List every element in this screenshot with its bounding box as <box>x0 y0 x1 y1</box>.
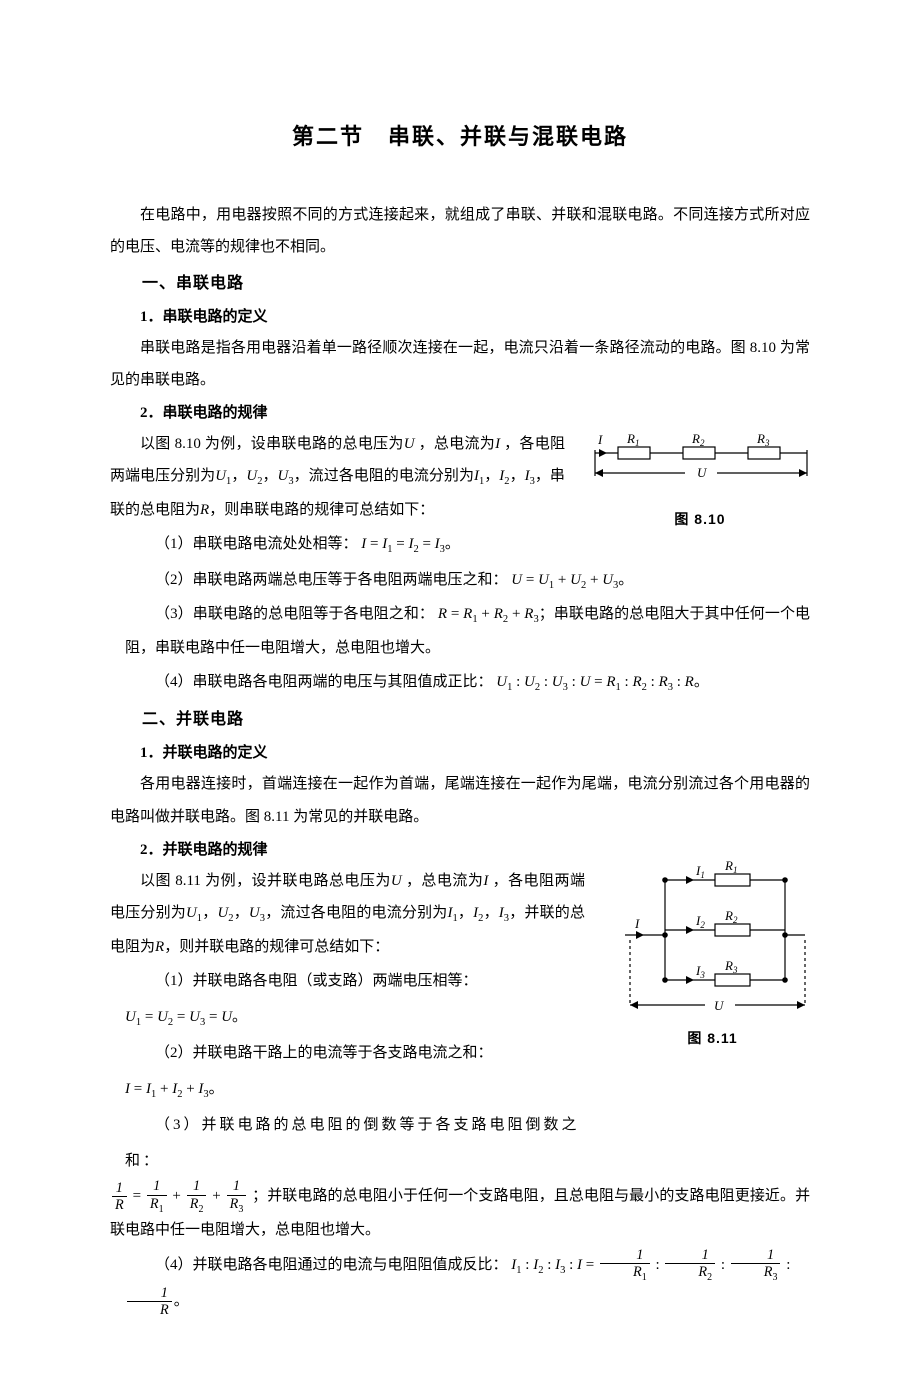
svg-text:R3: R3 <box>756 431 770 448</box>
svg-text:U: U <box>697 465 708 480</box>
svg-text:I2: I2 <box>695 913 705 930</box>
svg-text:I3: I3 <box>695 963 705 980</box>
s2-item4: （4）并联电路各电阻通过的电流与电阻阻值成反比： I1 : I2 : I3 : … <box>110 1247 810 1319</box>
svg-text:U: U <box>714 998 725 1013</box>
doc-title: 第二节 串联、并联与混联电路 <box>110 115 810 159</box>
svg-text:R2: R2 <box>691 431 705 448</box>
fig-8-11-svg: I I1 I2 I3 R1 R2 R3 U <box>610 860 815 1020</box>
svg-text:R1: R1 <box>724 860 737 875</box>
section-2-1-body: 各用电器连接时，首端连接在一起作为首端，尾端连接在一起作为尾端，电流分别流过各个… <box>110 768 810 833</box>
fig-8-11: I I1 I2 I3 R1 R2 R3 U 图 8.11 <box>610 860 815 1052</box>
s1-item3: （3）串联电路的总电阻等于各电阻之和： R = R1 + R2 + R3；串联电… <box>110 598 810 664</box>
svg-text:I1: I1 <box>695 863 705 880</box>
section-2-heading: 二、并联电路 <box>110 704 810 736</box>
svg-text:R2: R2 <box>724 908 738 925</box>
fig-8-10-wrap: I R1 R2 R3 U 图 8.10 以图 8.10 为例，设串联电路的总电压… <box>110 428 810 526</box>
fig-8-10-svg: I R1 R2 R3 U <box>585 428 815 503</box>
section-1-1-title: 1．串联电路的定义 <box>110 302 810 332</box>
fig-8-11-wrap: I I1 I2 I3 R1 R2 R3 U 图 8.11 以图 8.11 为例，… <box>110 865 810 1179</box>
svg-text:R3: R3 <box>724 958 738 975</box>
fig-8-11-caption: 图 8.11 <box>610 1024 815 1052</box>
fig-8-10-caption: 图 8.10 <box>585 505 815 533</box>
svg-text:R1: R1 <box>626 431 639 448</box>
s2-item3-head: （3）并联电路的总电阻的倒数等于各支路电阻倒数之和： <box>110 1107 810 1179</box>
section-1-2-title: 2．串联电路的规律 <box>110 398 810 428</box>
fig-8-10: I R1 R2 R3 U 图 8.10 <box>585 428 815 533</box>
page: 第二节 串联、并联与混联电路 在电路中，用电器按照不同的方式连接起来，就组成了串… <box>0 0 920 1379</box>
s1-item4: （4）串联电路各电阻两端的电压与其阻值成正比： U1 : U2 : U3 : U… <box>110 664 810 700</box>
s1-item2: （2）串联电路两端总电压等于各电阻两端电压之和： U = U1 + U2 + U… <box>110 562 810 598</box>
svg-text:I: I <box>597 432 603 447</box>
s2-item3: 1R = 1R1 + 1R2 + 1R3 ；并联电路的总电阻小于任何一个支路电阻… <box>110 1179 810 1246</box>
section-1-1-body: 串联电路是指各用电器沿着单一路径顺次连接在一起，电流只沿着一条路径流动的电路。图… <box>110 332 810 397</box>
svg-text:I: I <box>634 916 640 931</box>
section-1-heading: 一、串联电路 <box>110 268 810 300</box>
section-2-1-title: 1．并联电路的定义 <box>110 738 810 768</box>
intro-para: 在电路中，用电器按照不同的方式连接起来，就组成了串联、并联和混联电路。不同连接方… <box>110 199 810 264</box>
